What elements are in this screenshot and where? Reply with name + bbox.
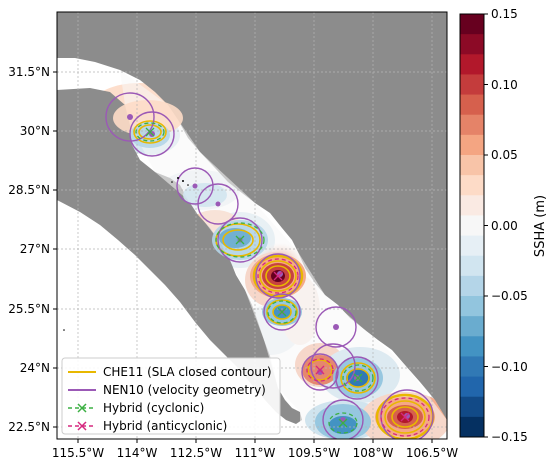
legend-label: Hybrid (anticyclonic): [103, 419, 227, 433]
hybrid-cyclonic-markers: [145, 127, 363, 428]
hybrid-anticyclonic-markers: [273, 271, 410, 422]
colorbar-swatch: [460, 396, 484, 418]
lon-tick-label: 111°W: [235, 446, 276, 460]
legend-label: Hybrid (cyclonic): [103, 401, 204, 415]
nen10-circles: [105, 92, 434, 439]
lon-tick-label: 114°W: [117, 446, 158, 460]
colorbar-tick-label: −0.15: [491, 430, 528, 444]
legend-item-hybrid-anticyclonic: Hybrid (anticyclonic): [68, 419, 227, 433]
colorbar-swatch: [460, 114, 484, 136]
lat-tick-label: 30°N: [20, 124, 50, 138]
hybrid-cyclonic: [135, 122, 374, 434]
legend: CHE11 (SLA closed contour) NEN10 (veloci…: [61, 357, 281, 435]
colorbar-swatch: [460, 275, 484, 297]
lat-tick-label: 22.5°N: [8, 420, 50, 434]
colorbar-tick-label: 0.10: [491, 78, 518, 92]
colorbar-swatch: [460, 215, 484, 237]
lon-tick-label: 112.5°W: [170, 446, 222, 460]
colorbar-swatch: [460, 195, 484, 216]
colorbar-swatch: [460, 74, 484, 96]
colorbar-tick-label: 0.15: [491, 7, 518, 21]
colorbar-tick-label: 0.00: [491, 219, 518, 233]
lat-tick-label: 25.5°N: [8, 302, 50, 316]
map-panel: [57, 12, 447, 439]
lat-tick-label: 27°N: [20, 242, 50, 256]
lon-tick-label: 115.5°W: [52, 446, 104, 460]
lon-tick-label: 106.5°W: [406, 446, 458, 460]
colorbar-tick-labels: 0.15 0.10 0.05 0.00 −0.05 −0.10 −0.15: [491, 7, 528, 444]
lon-ticks: [77, 439, 433, 443]
baja-peninsula-land: [57, 88, 302, 424]
legend-box: [61, 357, 281, 435]
lat-tick-label: 28.5°N: [8, 183, 50, 197]
legend-item-nen10: NEN10 (velocity geometry): [68, 383, 266, 397]
legend-label: NEN10 (velocity geometry): [103, 383, 266, 397]
colorbar-swatch: [460, 356, 484, 378]
colorbar-swatch: [460, 54, 484, 75]
colorbar-swatch: [460, 336, 484, 357]
colorbar-swatch: [460, 175, 484, 196]
colorbar-swatch: [460, 235, 484, 257]
colorbar-tick-label: −0.05: [491, 289, 528, 303]
colorbar-swatch: [460, 34, 484, 55]
colorbar-swatch: [460, 316, 484, 337]
legend-label: CHE11 (SLA closed contour): [103, 365, 272, 379]
colorbar-swatch: [460, 416, 484, 438]
mainland-land: [57, 12, 447, 420]
colorbar-tick-label: 0.05: [491, 148, 518, 162]
legend-item-hybrid-cyclonic: Hybrid (cyclonic): [68, 401, 204, 415]
hybrid-anticyclonic: [257, 258, 430, 437]
colorbar: 0.15 0.10 0.05 0.00 −0.05 −0.10 −0.15 SS…: [459, 7, 548, 444]
colorbar-swatch: [460, 255, 484, 277]
colorbar-swatches: [460, 14, 484, 438]
colorbar-swatch: [460, 376, 484, 398]
map-border: [56, 11, 448, 440]
colorbar-swatch: [460, 296, 484, 317]
lon-axis: 115.5°W 114°W 112.5°W 111°W 109.5°W 108°…: [52, 446, 458, 460]
colorbar-ticks: [484, 13, 488, 438]
lat-tick-label: 24°N: [20, 361, 50, 375]
colorbar-swatch: [460, 94, 484, 116]
lon-tick-label: 108°W: [353, 446, 394, 460]
lat-ticks: [53, 71, 57, 428]
lon-tick-label: 109.5°W: [288, 446, 340, 460]
islands: [63, 177, 189, 331]
colorbar-swatch: [460, 14, 484, 35]
lat-axis: 31.5°N 30°N 28.5°N 27°N 25.5°N 24°N 22.5…: [8, 65, 50, 434]
colorbar-swatch: [460, 134, 484, 156]
colorbar-label: SSHA (m): [533, 195, 548, 257]
colorbar-tick-label: −0.10: [491, 360, 528, 374]
colorbar-swatch: [460, 155, 484, 176]
lat-tick-label: 31.5°N: [8, 65, 50, 79]
legend-item-che11: CHE11 (SLA closed contour): [68, 365, 272, 379]
